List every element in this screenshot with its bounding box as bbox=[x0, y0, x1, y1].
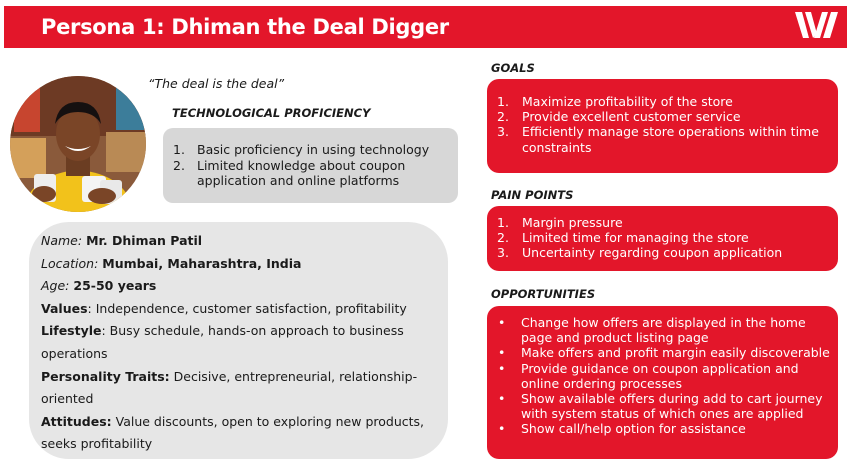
list-item: 2. Limited time for managing the store bbox=[497, 230, 830, 245]
list-item: • Make offers and profit margin easily d… bbox=[497, 345, 832, 360]
location-label: Location: bbox=[41, 255, 99, 271]
profile-values: Values: Independence, customer satisfact… bbox=[41, 298, 438, 321]
bullet: • bbox=[498, 345, 506, 361]
list-item: 1. Maximize profitability of the store bbox=[497, 94, 830, 109]
list-item: 1. Margin pressure bbox=[497, 215, 830, 230]
avatar bbox=[10, 76, 146, 212]
list-number: 2. bbox=[173, 157, 185, 173]
opportunities-heading: OPPORTUNITIES bbox=[491, 287, 596, 301]
name-value: Mr. Dhiman Patil bbox=[86, 233, 203, 248]
bullet: • bbox=[498, 315, 506, 330]
opportunities-box: • Change how offers are displayed in the… bbox=[487, 306, 838, 459]
list-text: Limited time for managing the store bbox=[522, 230, 749, 246]
values-label: Values bbox=[41, 300, 88, 316]
list-text: Change how offers are displayed in the h… bbox=[521, 315, 806, 346]
bullet: • bbox=[498, 391, 506, 407]
list-item: 3. Uncertainty regarding coupon applicat… bbox=[497, 245, 830, 260]
header-bar: Persona 1: Dhiman the Deal Digger bbox=[4, 6, 847, 48]
list-item: • Show available offers during add to ca… bbox=[497, 391, 832, 421]
profile-card: Name: Mr. Dhiman Patil Location: Mumbai,… bbox=[29, 222, 448, 459]
attitudes-label: Attitudes: bbox=[41, 413, 112, 429]
profile-lifestyle: Lifestyle: Busy schedule, hands-on appro… bbox=[41, 320, 438, 365]
list-text: Limited knowledge about coupon applicati… bbox=[197, 157, 406, 189]
list-text: Efficiently manage store operations with… bbox=[522, 124, 819, 155]
lifestyle-text: : Busy schedule, hands-on approach to bu… bbox=[41, 323, 404, 361]
list-number: 2. bbox=[497, 109, 509, 125]
list-item: 1. Basic proficiency in using technology bbox=[173, 142, 450, 158]
list-number: 1. bbox=[497, 94, 509, 109]
tech-proficiency-box: 1. Basic proficiency in using technology… bbox=[163, 128, 458, 203]
pain-points-heading: PAIN POINTS bbox=[491, 188, 574, 202]
age-label: Age: bbox=[41, 278, 70, 294]
list-text: Basic proficiency in using technology bbox=[197, 142, 430, 157]
profile-location: Location: Mumbai, Maharashtra, India bbox=[41, 253, 438, 276]
name-label: Name: bbox=[41, 233, 83, 248]
list-number: 1. bbox=[173, 142, 185, 157]
goals-box: 1. Maximize profitability of the store 2… bbox=[487, 79, 838, 173]
location-value: Mumbai, Maharashtra, India bbox=[102, 255, 302, 271]
list-item: 2. Limited knowledge about coupon applic… bbox=[173, 158, 450, 189]
bullet: • bbox=[498, 360, 506, 376]
list-number: 3. bbox=[497, 245, 509, 261]
list-item: • Provide guidance on coupon application… bbox=[497, 361, 832, 391]
goals-heading: GOALS bbox=[491, 61, 535, 75]
list-text: Show call/help option for assistance bbox=[521, 421, 746, 437]
list-item: 3. Efficiently manage store operations w… bbox=[497, 124, 830, 154]
list-text: Make offers and profit margin easily dis… bbox=[521, 345, 830, 361]
values-text: : Independence, customer satisfaction, p… bbox=[87, 300, 407, 316]
profile-name: Name: Mr. Dhiman Patil bbox=[41, 230, 438, 253]
tech-proficiency-heading: TECHNOLOGICAL PROFICIENCY bbox=[172, 106, 371, 120]
list-text: Provide guidance on coupon application a… bbox=[521, 360, 799, 391]
bullet: • bbox=[498, 421, 506, 437]
list-number: 2. bbox=[497, 230, 509, 246]
list-text: Provide excellent customer service bbox=[522, 109, 741, 125]
personality-text: Decisive, entrepreneurial, relationship-… bbox=[41, 368, 418, 407]
list-item: • Show call/help option for assistance bbox=[497, 421, 832, 436]
profile-age: Age: 25-50 years bbox=[41, 275, 438, 298]
brand-logo bbox=[795, 12, 838, 38]
age-value: 25-50 years bbox=[73, 278, 157, 294]
page-title: Persona 1: Dhiman the Deal Digger bbox=[41, 15, 449, 39]
pain-points-box: 1. Margin pressure 2. Limited time for m… bbox=[487, 206, 838, 271]
attitudes-text: Value discounts, open to exploring new p… bbox=[41, 413, 425, 452]
profile-attitudes: Attitudes: Value discounts, open to expl… bbox=[41, 411, 438, 456]
list-item: • Change how offers are displayed in the… bbox=[497, 315, 832, 345]
persona-quote: “The deal is the deal” bbox=[148, 76, 285, 91]
list-number: 3. bbox=[497, 124, 509, 140]
list-text: Show available offers during add to cart… bbox=[521, 391, 823, 422]
list-item: 2. Provide excellent customer service bbox=[497, 109, 830, 124]
personality-label: Personality Traits: bbox=[41, 368, 170, 384]
list-text: Margin pressure bbox=[522, 215, 623, 230]
list-number: 1. bbox=[497, 215, 509, 230]
lifestyle-label: Lifestyle bbox=[41, 323, 102, 339]
list-text: Maximize profitability of the store bbox=[522, 94, 733, 109]
profile-personality: Personality Traits: Decisive, entreprene… bbox=[41, 366, 438, 411]
list-text: Uncertainty regarding coupon application bbox=[522, 245, 783, 261]
